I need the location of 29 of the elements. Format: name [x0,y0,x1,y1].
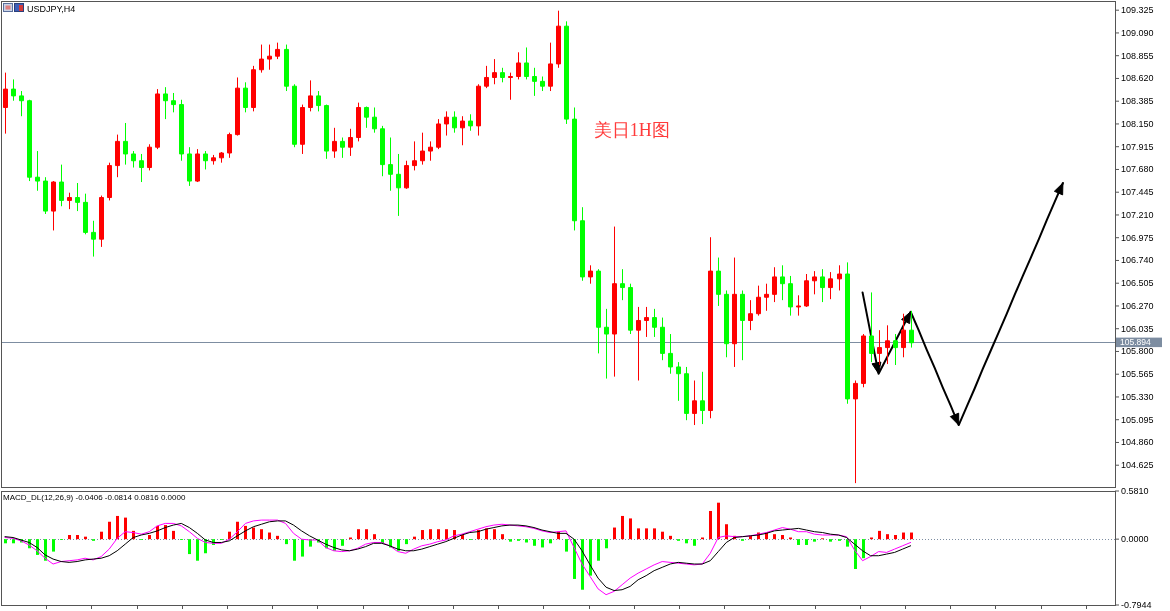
ytick-label: 107.445 [1121,187,1154,198]
ytick-label: 108.150 [1121,118,1154,129]
ytick-label: 105.095 [1121,414,1154,425]
ytick-label: 105.565 [1121,369,1154,380]
ytick-label: 109.090 [1121,27,1154,38]
ytick-label: 104.625 [1121,460,1154,471]
ytick-label: 107.210 [1121,209,1154,220]
ref-line-label: 105.894 [1120,337,1151,348]
ytick-label: 0.5810 [1121,486,1149,496]
ytick-label: -0.7944 [1121,600,1152,610]
ytick-label: 109.325 [1121,5,1154,16]
ytick-label: 104.860 [1121,437,1154,448]
annotation: 美日1H图 [593,119,670,140]
ytick-label: 107.915 [1121,141,1154,152]
ytick-label: 106.975 [1121,232,1154,243]
ytick-label: 105.800 [1121,346,1154,357]
ref-label: 105.894 [1116,337,1162,348]
ytick-label: 106.035 [1121,323,1154,334]
ytick-label: 108.620 [1121,73,1154,84]
ytick-label: 107.680 [1121,164,1154,175]
ytick-label: 105.330 [1121,391,1154,402]
ytick-label: 108.385 [1121,96,1154,107]
ytick-label: 106.505 [1121,278,1154,289]
ytick-label: 108.855 [1121,50,1154,61]
ytick-label: 106.740 [1121,255,1154,266]
ytick-label: 0.0000 [1121,534,1149,545]
title: USDJPY,H4 [27,4,76,14]
ytick-label: 106.270 [1121,300,1154,311]
title: MACD_DL(12,26,9) -0.0406 -0.0814 0.0816 0.0000 [3,492,186,502]
